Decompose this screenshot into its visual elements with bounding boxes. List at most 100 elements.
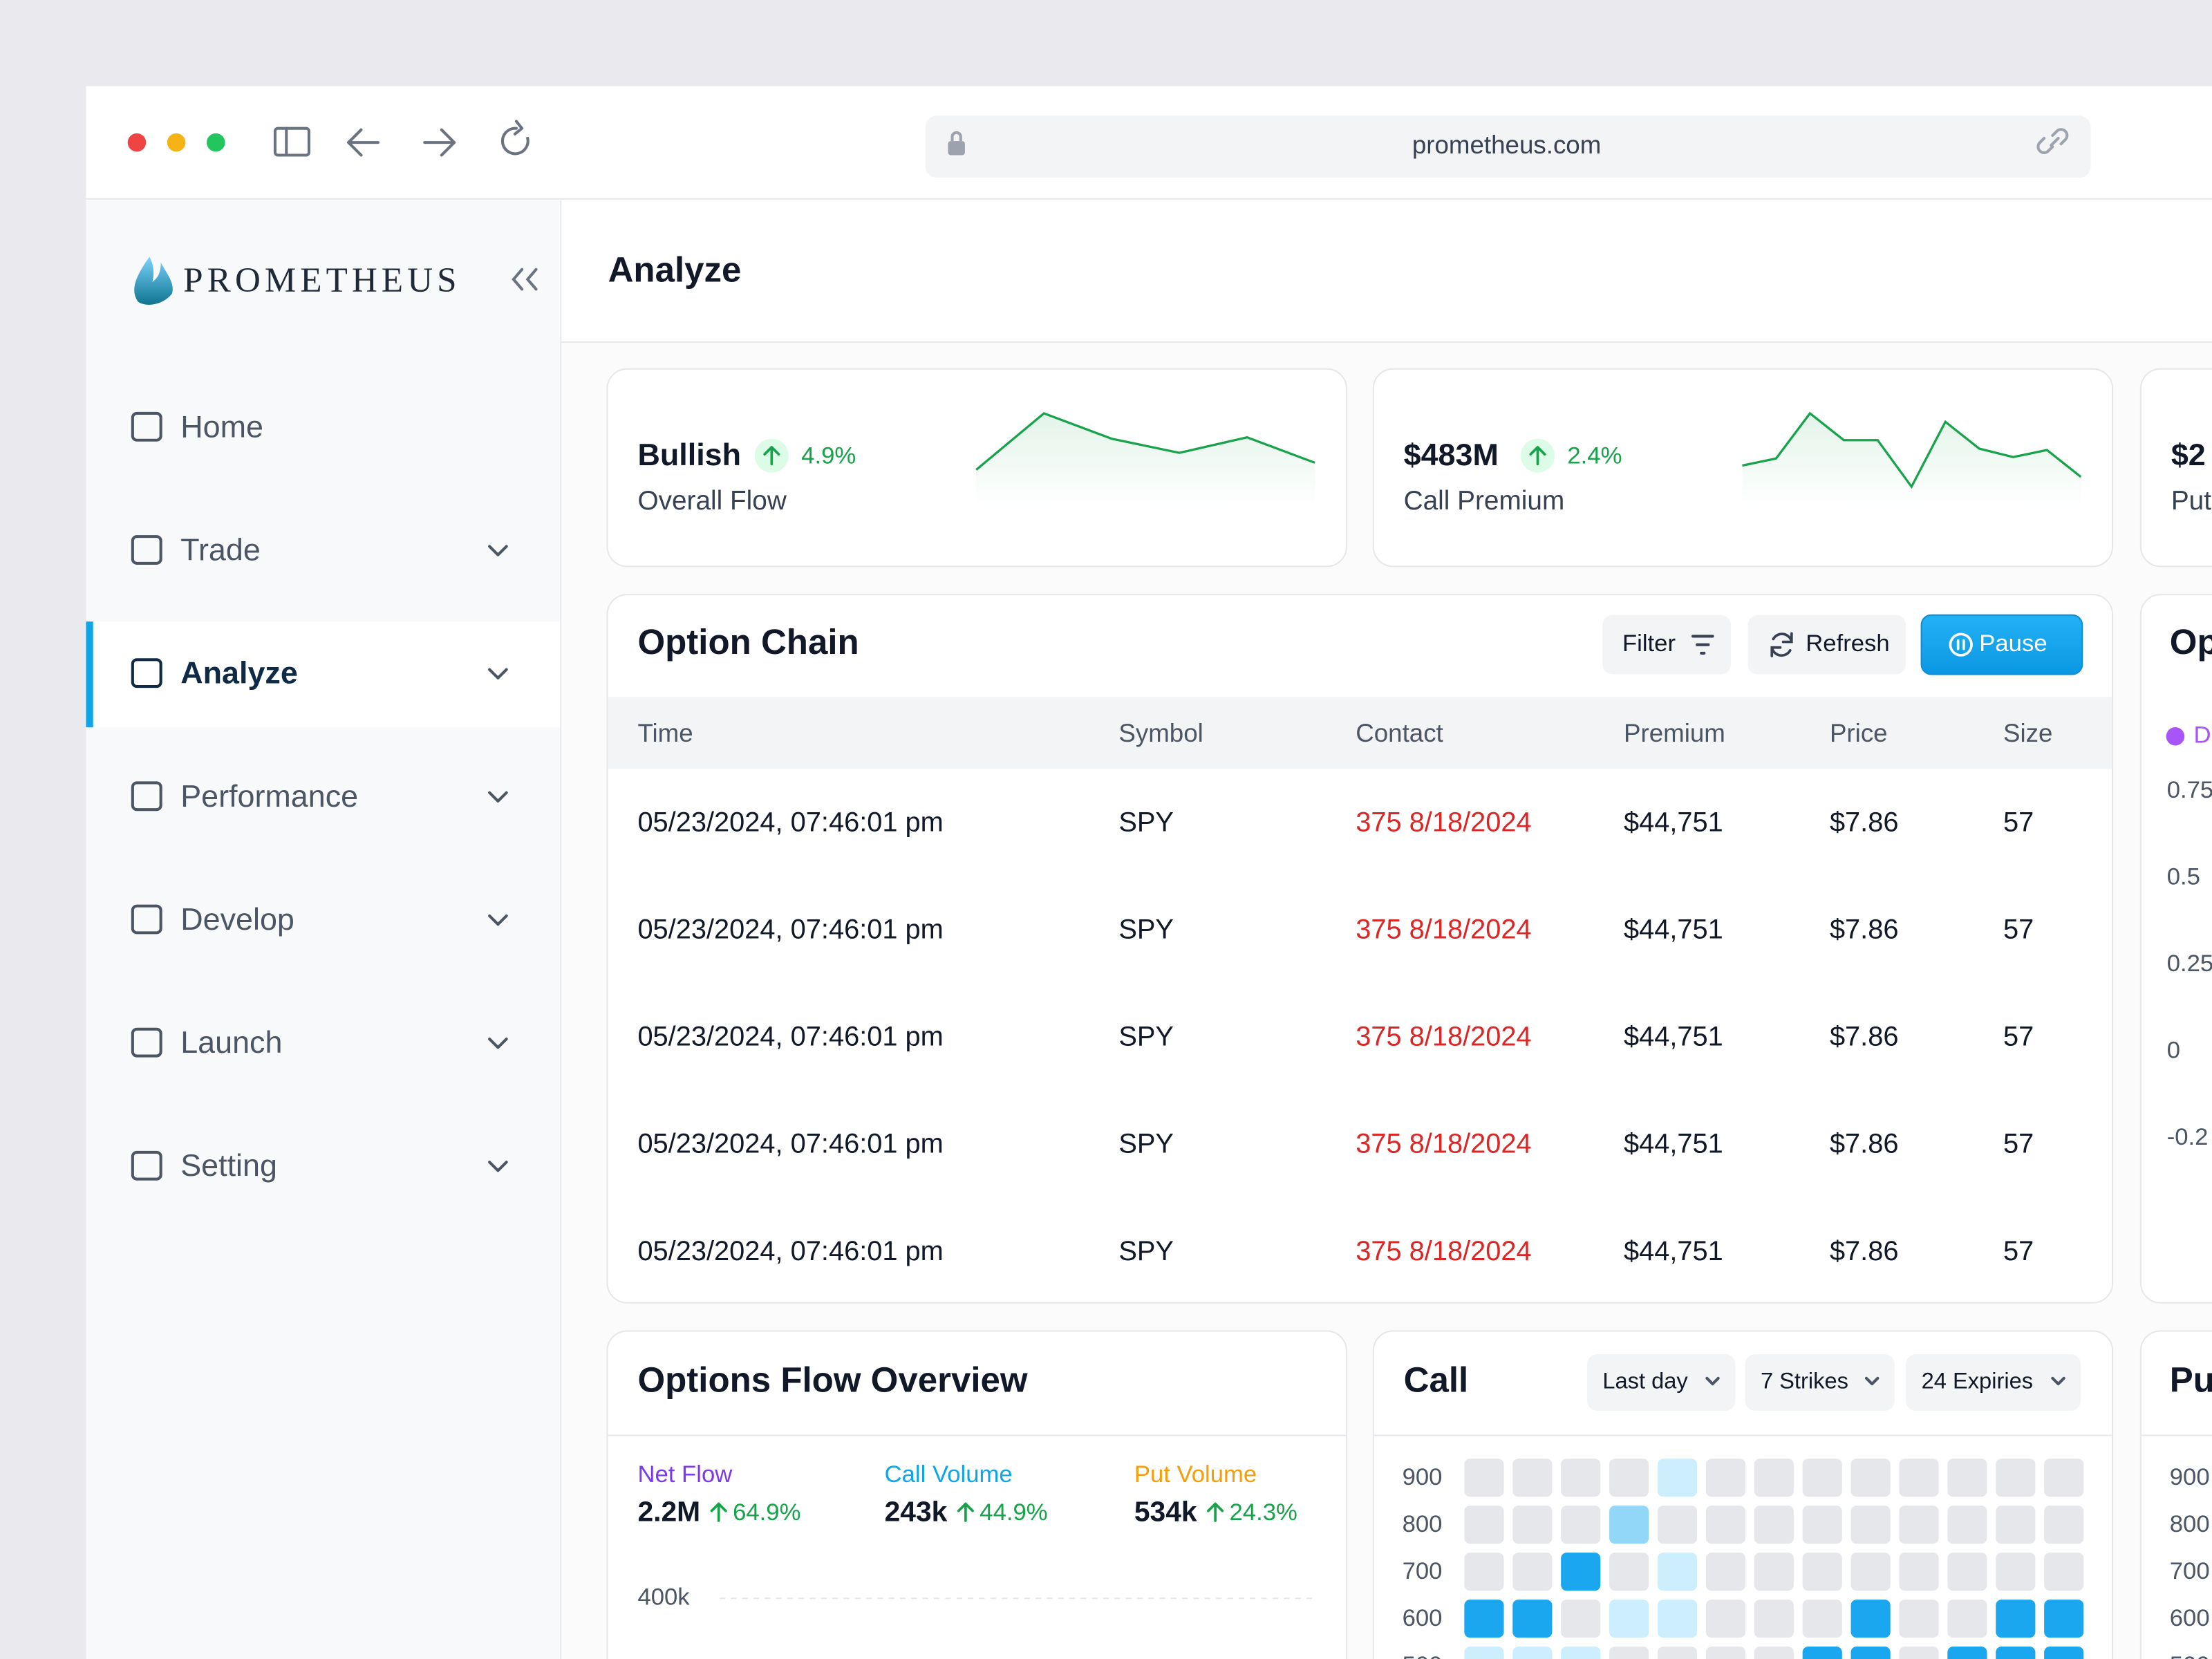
- close-button[interactable]: [127, 133, 147, 152]
- table-cell: SPY: [1118, 1022, 1174, 1052]
- metric-label: Net Flow: [637, 1461, 733, 1488]
- table-cell: 57: [2003, 1129, 2034, 1159]
- table-cell: $44,751: [1624, 1236, 1723, 1266]
- heatmap-cell: [1561, 1600, 1601, 1638]
- table-cell: 05/23/2024, 07:46:01 pm: [637, 914, 943, 944]
- heatmap-cell: [1609, 1600, 1649, 1638]
- heatmap-cell: [1802, 1506, 1842, 1544]
- heatmap-cell: [1561, 1459, 1601, 1497]
- nav-chevron: [488, 791, 508, 803]
- heatmap-cell: [1561, 1553, 1601, 1591]
- heatmap-cell: [1754, 1553, 1794, 1591]
- filter-icon: [1691, 635, 1714, 655]
- nav-chevron: [488, 1038, 508, 1049]
- address-bar[interactable]: [925, 115, 2091, 178]
- nav-item[interactable]: Setting: [131, 1147, 508, 1183]
- back-button[interactable]: [347, 128, 379, 157]
- table-cell: 57: [2003, 1236, 2034, 1266]
- card-title: Option Chain: [637, 622, 859, 662]
- dropdown-label: Last day: [1602, 1368, 1688, 1394]
- up-arrow: [710, 1502, 727, 1522]
- heatmap-cell: [1512, 1459, 1553, 1497]
- heatmap-cell: [1996, 1459, 2036, 1497]
- heatmap-cell: [1996, 1553, 2036, 1591]
- heatmap-cell: [1512, 1600, 1553, 1638]
- sparkline: [975, 412, 1315, 471]
- button[interactable]: [1602, 615, 1732, 675]
- dropdown[interactable]: [1745, 1354, 1895, 1411]
- up-arrow: [763, 446, 780, 466]
- collapse-button[interactable]: [512, 268, 538, 291]
- metric-change: 44.9%: [980, 1499, 1047, 1526]
- nav-item[interactable]: Launch: [131, 1024, 508, 1060]
- pause-icon-bars: [1956, 639, 1965, 650]
- forward-button[interactable]: [423, 128, 456, 157]
- heatmap-cell: [1899, 1600, 1939, 1638]
- dropdown[interactable]: [1906, 1354, 2081, 1411]
- nav-item[interactable]: Develop: [131, 901, 508, 937]
- table-cell: 375 8/18/2024: [1356, 807, 1531, 837]
- table-cell: 57: [2003, 807, 2034, 837]
- heatmap-cell: [1464, 1506, 1504, 1544]
- heatmap-cell: [1609, 1459, 1649, 1497]
- nav-label: Performance: [180, 778, 358, 814]
- heatmap-cell: [1464, 1459, 1504, 1497]
- table-cell: 375 8/18/2024: [1356, 1236, 1531, 1266]
- stat-value: $483M: [1404, 437, 1499, 472]
- heatmap-cell: [1850, 1553, 1891, 1591]
- heatmap-cell: [1850, 1647, 1891, 1659]
- heatmap-cell: [1754, 1600, 1794, 1638]
- dropdown[interactable]: [1586, 1354, 1736, 1411]
- card-title: Pu: [2170, 1360, 2212, 1399]
- nav-icon: [131, 411, 162, 442]
- table-cell: $7.86: [1830, 1129, 1899, 1159]
- table-cell: 375 8/18/2024: [1356, 1129, 1531, 1159]
- option-chain-card: [606, 594, 2114, 1304]
- heatmap-cell: [1996, 1600, 2036, 1638]
- column-header: Time: [637, 719, 693, 747]
- side-panel-card: [2139, 594, 2212, 1304]
- metric-change: 24.3%: [1230, 1499, 1297, 1526]
- link-icon[interactable]: [2036, 128, 2069, 154]
- lock-icon: [948, 131, 965, 156]
- stat-label: Overall Flow: [637, 486, 787, 516]
- nav-active-bg: [86, 621, 561, 728]
- strike-label: 600: [2170, 1605, 2210, 1631]
- strike-label: 700: [2170, 1558, 2210, 1584]
- heatmap-cell: [2044, 1459, 2084, 1497]
- column-header: Premium: [1624, 719, 1725, 747]
- stat-value: $2: [2171, 437, 2206, 472]
- button[interactable]: [1920, 614, 2083, 675]
- nav-chevron: [488, 668, 508, 679]
- pause-icon: [1949, 632, 1973, 657]
- heatmap-cell: [1996, 1647, 2036, 1659]
- nav-item[interactable]: Trade: [131, 532, 508, 567]
- stat-card: [606, 368, 1347, 568]
- nav-item[interactable]: Performance: [131, 778, 508, 814]
- heatmap-cell: [1899, 1553, 1939, 1591]
- heatmap-cell: [1657, 1647, 1698, 1659]
- strike-label: 700: [1403, 1558, 1443, 1584]
- table-cell: $7.86: [1830, 1236, 1899, 1266]
- maximize-button[interactable]: [206, 133, 225, 152]
- nav-label: Home: [180, 409, 263, 444]
- strike-label: 500: [1403, 1652, 1443, 1659]
- button[interactable]: [1747, 615, 1906, 675]
- sidebar-toggle[interactable]: [273, 126, 310, 157]
- minimize-button[interactable]: [167, 133, 186, 152]
- heatmap-cell: [1947, 1506, 1987, 1544]
- nav-item[interactable]: Analyze: [86, 621, 561, 728]
- heatmap-cell: [1850, 1459, 1891, 1497]
- y-tick-label: 400k: [637, 1584, 690, 1610]
- reload-button[interactable]: [500, 120, 529, 156]
- nav-icon: [131, 1027, 162, 1058]
- heatmap-cell: [1705, 1459, 1745, 1497]
- table-cell: SPY: [1118, 914, 1174, 944]
- dropdown-label: 7 Strikes: [1761, 1368, 1848, 1394]
- put-card: [2139, 1330, 2212, 1659]
- sparkline-area: [976, 413, 1315, 508]
- nav-item[interactable]: Home: [131, 409, 263, 444]
- heatmap-cell: [1657, 1600, 1698, 1638]
- heatmap-cell: [2044, 1553, 2084, 1591]
